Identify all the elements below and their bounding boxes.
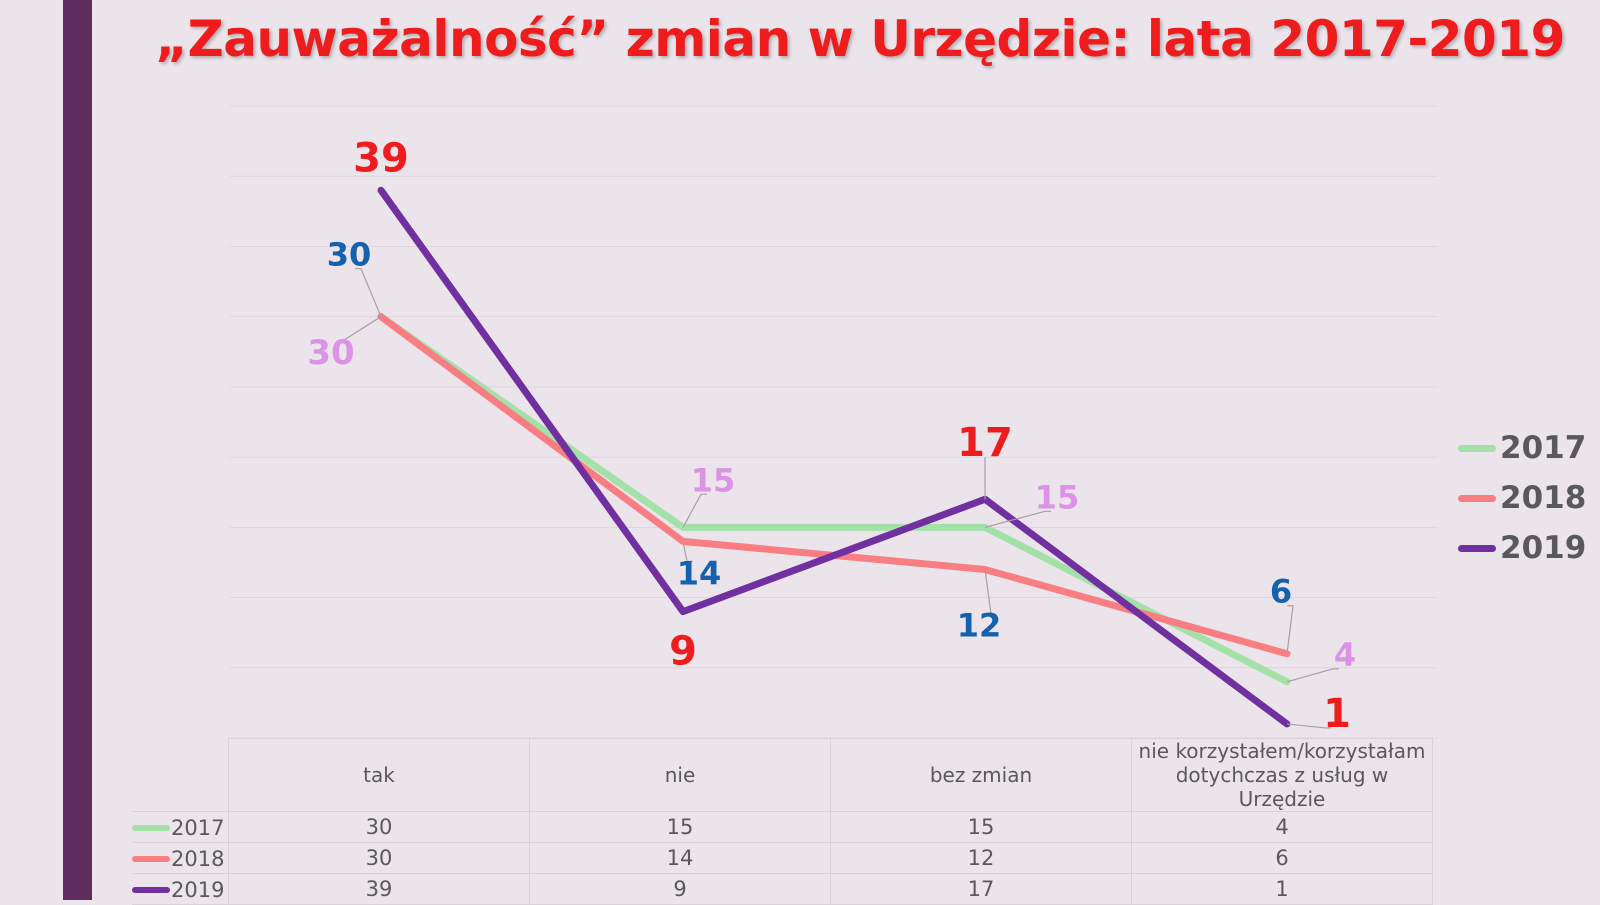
- leader-line: [984, 510, 1051, 528]
- data-label-2019-1: 9: [669, 629, 697, 675]
- legend-item-2018: 2018: [1458, 473, 1586, 523]
- legend-item-2019: 2019: [1458, 523, 1586, 573]
- legend-label-2017: 2017: [1500, 430, 1587, 466]
- table-col-line-2: dotychczas z usług w Urzędzie: [1175, 763, 1389, 811]
- data-label-2018-0: 30: [327, 236, 372, 274]
- leader-line: [984, 569, 992, 615]
- leader-line: [337, 316, 382, 342]
- row-label-2018: 2018: [171, 846, 225, 871]
- series-line-2017: [377, 313, 1291, 686]
- table-row-header-2017: 2017: [132, 811, 229, 843]
- leader-line: [355, 268, 382, 317]
- data-table: tak nie bez zmian nie korzystałem/korzys…: [132, 738, 1433, 905]
- table-col-nie-korzystalem: nie korzystałem/korzystałam dotychczas z…: [1131, 738, 1433, 812]
- row-swatch-2018: [132, 855, 170, 862]
- leader-line: [682, 541, 693, 562]
- legend-swatch-2018: [1458, 494, 1496, 502]
- row-swatch-2019: [132, 886, 170, 893]
- chart-legend: 2017 2018 2019: [1458, 423, 1586, 573]
- table-cell: 12: [830, 842, 1132, 874]
- table-cell: 15: [529, 811, 831, 843]
- table-col-line-1: nie korzystałem/korzystałam: [1138, 739, 1426, 763]
- data-label-2019-3: 1: [1323, 691, 1351, 737]
- series-line-2018: [377, 313, 1291, 658]
- data-label-2019-0: 39: [353, 135, 409, 181]
- leader-line: [1286, 723, 1331, 729]
- table-cell: 15: [830, 811, 1132, 843]
- data-label-2017-0: 30: [307, 333, 354, 373]
- table-row: 2017 30 15 15 4: [132, 811, 1433, 843]
- table-row: 2018 30 14 12 6: [132, 842, 1433, 874]
- data-label-2018-2: 12: [957, 606, 1002, 644]
- table-col-tak: tak: [228, 738, 530, 812]
- table-cell: 4: [1131, 811, 1433, 843]
- data-label-2017-3: 4: [1334, 636, 1356, 674]
- data-label-2018-3: 6: [1270, 573, 1292, 611]
- table-header-row: tak nie bez zmian nie korzystałem/korzys…: [132, 738, 1433, 812]
- data-label-2019-2: 17: [957, 420, 1013, 466]
- data-label-2018-1: 14: [677, 554, 722, 592]
- legend-swatch-2017: [1458, 444, 1496, 452]
- table-cell: 14: [529, 842, 831, 874]
- leader-line: [1286, 668, 1339, 683]
- table-corner: [132, 738, 229, 812]
- row-label-2017: 2017: [171, 815, 225, 840]
- leader-line: [1286, 605, 1294, 654]
- legend-item-2017: 2017: [1458, 423, 1586, 473]
- data-label-2017-2: 15: [1035, 478, 1080, 516]
- table-row-header-2018: 2018: [132, 842, 229, 874]
- series-line-2019: [377, 186, 1291, 728]
- row-swatch-2017: [132, 824, 170, 831]
- table-cell: 30: [228, 842, 530, 874]
- row-label-2019: 2019: [171, 877, 225, 902]
- table-cell: 6: [1131, 842, 1433, 874]
- page-title: „Zauważalność” zmian w Urzędzie: lata 20…: [155, 10, 1565, 68]
- data-label-2017-1: 15: [691, 461, 736, 499]
- table-cell: 30: [228, 811, 530, 843]
- legend-label-2018: 2018: [1500, 480, 1587, 516]
- accent-sidebar: [63, 0, 92, 900]
- table-col-nie: nie: [529, 738, 831, 812]
- table-col-bez-zmian: bez zmian: [830, 738, 1132, 812]
- legend-swatch-2019: [1458, 544, 1496, 552]
- leader-line: [682, 493, 707, 528]
- legend-label-2019: 2019: [1500, 530, 1587, 566]
